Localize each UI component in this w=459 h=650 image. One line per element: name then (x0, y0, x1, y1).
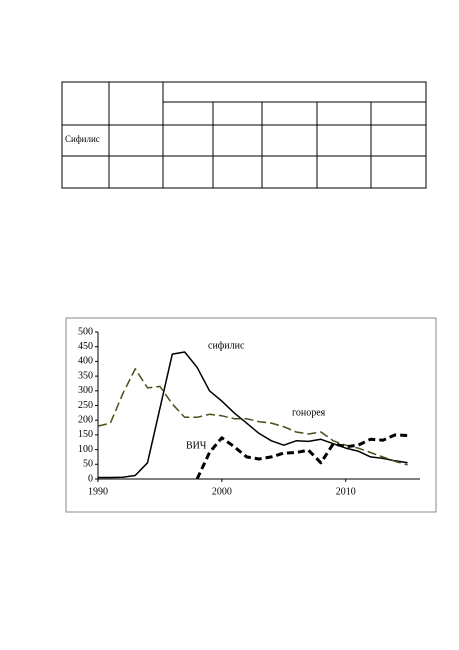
series-label: сифилис (208, 340, 245, 351)
series-line (98, 351, 408, 479)
chart: 0 50 100 150 200 250 300 350 400 450 500 1990 2000 20… (78, 326, 420, 497)
y-tick-label: 450 (78, 341, 93, 352)
x-tick-label: 1990 (88, 486, 108, 497)
x-tick-label: 2010 (336, 486, 356, 497)
y-tick-label: 300 (78, 385, 93, 396)
series-label: гонорея (292, 407, 326, 418)
x-tick-label: 2000 (212, 486, 232, 497)
series-line (195, 433, 408, 480)
table-border (61, 81, 427, 189)
y-tick-label: 250 (78, 400, 93, 411)
y-tick-label: 50 (83, 459, 93, 470)
y-tick-label: 0 (88, 473, 93, 484)
y-tick-label: 200 (78, 414, 93, 425)
y-tick-label: 350 (78, 370, 93, 381)
series-label: ВИЧ (186, 440, 207, 451)
row-label: Сифилис (65, 134, 100, 144)
y-tick-label: 150 (78, 429, 93, 440)
table: Сифилис (61, 81, 427, 189)
chart-frame (65, 317, 437, 513)
series-line (97, 368, 408, 466)
y-tick-label: 100 (78, 444, 93, 455)
y-tick-label: 500 (78, 326, 93, 337)
y-tick-label: 400 (78, 356, 93, 367)
